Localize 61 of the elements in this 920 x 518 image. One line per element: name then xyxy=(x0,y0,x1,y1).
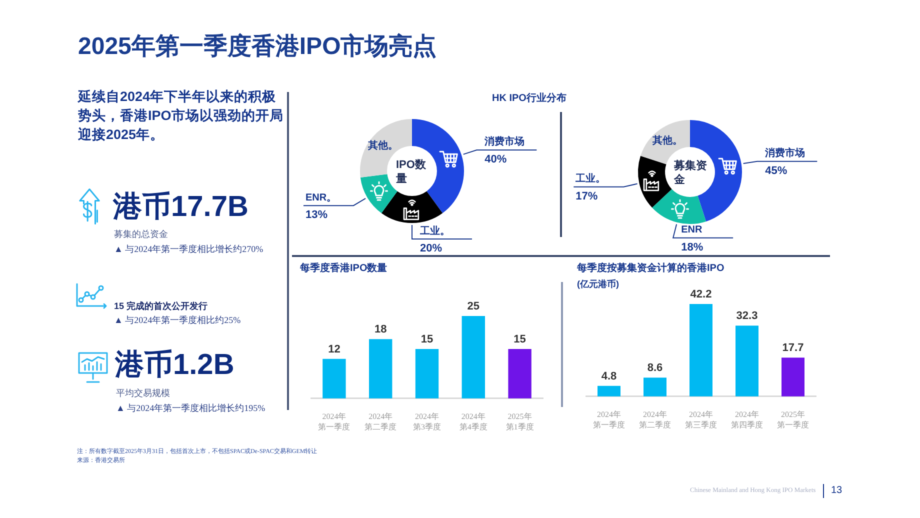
x-tick-label: 2024年第二季度 xyxy=(364,412,397,432)
text: ▲ 与2024年第一季度相比增长约270% xyxy=(114,244,264,254)
bar xyxy=(598,386,620,396)
data-label: 25 xyxy=(467,300,480,313)
text: ▲ 与2024年第一季度相比约25% xyxy=(114,315,241,325)
slice-label: 其他。 xyxy=(367,139,398,152)
x-tick-label: 2024年第二季度 xyxy=(639,410,671,430)
data-label: 15 xyxy=(514,333,526,346)
x-tick-label: 2024年第四季度 xyxy=(731,410,763,430)
slice-label: 消费市场 xyxy=(764,147,806,160)
x-tick-label: 2024年第三季度 xyxy=(685,410,717,430)
x-tick-label: 2024年第一季度 xyxy=(318,412,350,432)
chart-title: 每季度按募集资金计算的香港IPO xyxy=(577,263,724,275)
data-label: 42.2 xyxy=(690,288,712,301)
bar xyxy=(736,326,758,396)
data-label: 18% xyxy=(681,241,704,254)
text: ▲ 与2024年第一季度相比增长约195% xyxy=(116,403,266,413)
data-label: 4.8 xyxy=(601,370,617,382)
x-tick-label: 2024年第3季度 xyxy=(413,412,441,432)
slice-label: 消费市场 xyxy=(484,136,525,148)
x-tick-label: 2025年第一季度 xyxy=(777,410,809,430)
text: 平均交易规模 xyxy=(116,388,170,398)
chart-subtitle: (亿元港币) xyxy=(577,279,619,290)
slice-label: 其他。 xyxy=(651,134,682,147)
bar xyxy=(644,378,666,396)
slice-label: ENR。 xyxy=(305,192,337,204)
data-label: 32.3 xyxy=(736,310,758,322)
text: IPO数量 xyxy=(396,158,427,186)
data-label: 12 xyxy=(328,343,340,356)
text: 募集的总资金 xyxy=(114,229,168,239)
data-label: 8.6 xyxy=(647,362,663,374)
chart-title: 每季度香港IPO数量 xyxy=(300,263,388,275)
data-label: 20% xyxy=(420,242,442,255)
text: 13 xyxy=(831,485,842,496)
text: 延续自2024年下半年以来的积极势头，香港IPO市场以强劲的开局迎接2025年。 xyxy=(78,88,284,144)
data-label: 15 xyxy=(420,333,434,346)
bar xyxy=(782,358,804,396)
data-label: 13% xyxy=(305,209,328,222)
slice-label: ENR xyxy=(681,224,703,236)
bar xyxy=(415,348,439,398)
bar xyxy=(508,348,532,398)
bar xyxy=(369,339,392,398)
text: 募集资金 xyxy=(674,159,708,187)
data-label: 17.7 xyxy=(782,342,804,354)
bar xyxy=(462,316,485,398)
text: 15 完成的首次公开发行 xyxy=(114,301,208,311)
text: 2025年第一季度香港IPO市场亮点 xyxy=(78,33,437,61)
data-label: 18 xyxy=(374,324,387,336)
slice-label: 工业。 xyxy=(574,172,606,185)
text: 港币1.2B xyxy=(115,349,234,382)
bar xyxy=(690,304,712,396)
chart-title: HK IPO行业分布 xyxy=(492,93,566,105)
x-tick-label: 2025年第1季度 xyxy=(506,412,534,432)
x-tick-label: 2024年第一季度 xyxy=(593,410,625,430)
slice-label: 工业。 xyxy=(419,224,450,237)
data-label: 45% xyxy=(765,164,788,177)
bar xyxy=(322,358,346,398)
text: 港币17.7B xyxy=(113,191,248,224)
data-label: 17% xyxy=(576,190,598,202)
x-tick-label: 2024年第4季度 xyxy=(459,412,488,432)
data-label: 40% xyxy=(484,154,507,166)
